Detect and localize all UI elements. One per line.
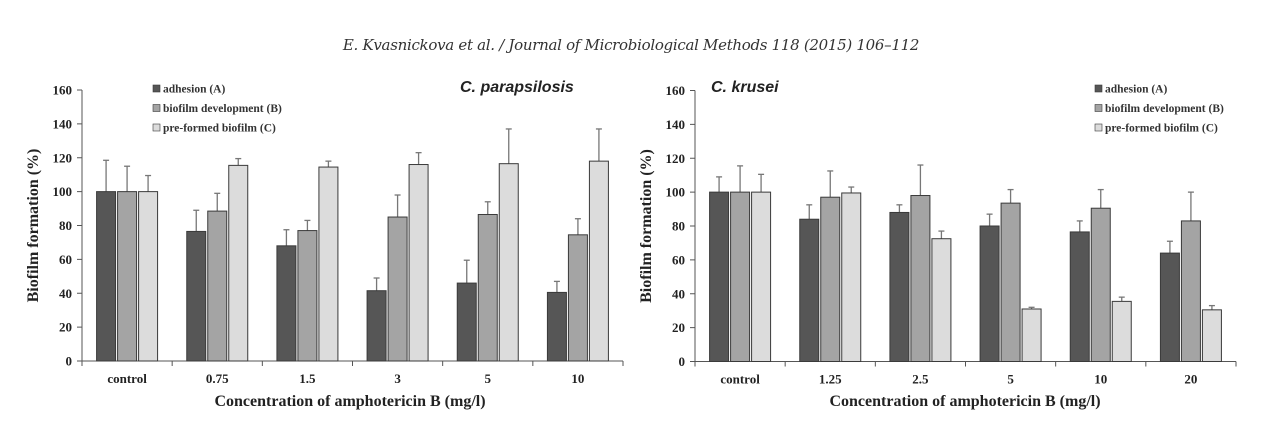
bar-C-20	[1201, 309, 1222, 363]
y-tick-label: 160	[53, 83, 73, 98]
y-tick-label: 80	[672, 219, 685, 234]
legend-swatch-A	[1094, 84, 1103, 93]
x-tick-label: control	[720, 372, 760, 387]
bar-A-10	[546, 291, 567, 362]
x-axis-title: Concentration of amphotericin B (mg/l)	[829, 393, 1100, 410]
y-tick-label: 60	[59, 252, 72, 267]
legend-swatch-B	[152, 104, 161, 112]
legend-label: adhesion (A)	[1105, 84, 1167, 96]
bar-C-10	[588, 160, 609, 362]
bar-C-10	[1111, 300, 1132, 363]
bar-B-control	[117, 191, 138, 362]
y-tick-label: 160	[666, 83, 686, 98]
y-tick-label: 40	[672, 286, 685, 301]
y-axis-title: Biofilm formation (%)	[638, 149, 655, 303]
y-tick-label: 0	[679, 354, 686, 369]
bar-C-control	[751, 191, 772, 362]
bar-B-1.5	[297, 230, 318, 362]
x-tick-label: 1.25	[819, 372, 842, 387]
y-tick-label: 140	[666, 117, 686, 132]
y-tick-label: 20	[672, 320, 685, 335]
bar-C-1.25	[841, 192, 862, 362]
chart-title: C. krusei	[711, 79, 779, 96]
bar-B-5	[1000, 202, 1021, 362]
y-tick-label: 100	[666, 185, 686, 200]
bar-B-20	[1180, 220, 1201, 362]
legend-label: pre-formed biofilm (C)	[163, 123, 276, 135]
bar-A-0.75	[186, 230, 207, 362]
y-tick-label: 140	[53, 116, 73, 131]
legend-swatch-C	[152, 123, 161, 132]
x-tick-label: 10	[1094, 372, 1107, 387]
y-tick-label: 40	[59, 286, 72, 301]
bar-C-5	[498, 163, 519, 362]
bar-A-2.5	[889, 211, 910, 362]
y-tick-label: 80	[59, 218, 72, 233]
bar-B-10	[1090, 207, 1111, 362]
legend-label: pre-formed biofilm (C)	[1105, 123, 1218, 135]
x-tick-label: 1.5	[299, 371, 316, 386]
bar-B-5	[477, 213, 498, 362]
bar-B-control	[730, 191, 751, 362]
bar-A-1.5	[276, 245, 297, 362]
x-tick-label: 0.75	[206, 371, 229, 386]
x-tick-label: 5	[1007, 372, 1014, 387]
y-tick-label: 120	[53, 150, 73, 165]
bar-C-2.5	[931, 238, 952, 362]
bar-C-5	[1021, 308, 1042, 362]
bar-A-10	[1069, 231, 1090, 362]
bar-A-control	[96, 191, 117, 362]
bar-A-5	[456, 282, 477, 362]
bar-A-5	[979, 225, 1000, 362]
y-tick-label: 120	[666, 151, 686, 166]
y-tick-label: 100	[53, 184, 73, 199]
chart-title: C. parapsilosis	[460, 79, 574, 96]
legend-swatch-C	[1094, 123, 1103, 132]
x-tick-label: 5	[485, 371, 492, 386]
legend: adhesion (A) biofilm development (B) pre-f…	[152, 84, 282, 135]
x-tick-label: 3	[394, 371, 401, 386]
y-axis-title: Biofilm formation (%)	[25, 149, 42, 303]
bar-A-1.25	[799, 218, 820, 362]
chart-2: 0 20 40 60 80 100 120 140 160 control 1.25 2.5 5 10 20…	[638, 79, 1237, 410]
legend-swatch-A	[152, 84, 161, 93]
bar-B-10	[567, 234, 588, 362]
y-tick-label: 60	[672, 252, 685, 267]
x-axis-title: Concentration of amphotericin B (mg/l)	[214, 393, 485, 410]
bar-A-3	[366, 290, 387, 362]
x-tick-label: 20	[1184, 372, 1197, 387]
bar-B-1.25	[820, 196, 841, 362]
x-tick-label: 10	[571, 371, 584, 386]
legend-label: biofilm development (B)	[1105, 103, 1224, 115]
y-tick-label: 0	[66, 354, 73, 369]
bar-B-0.75	[207, 210, 228, 362]
bar-C-0.75	[228, 164, 249, 362]
chart-1: 0 20 40 60 80 100 120 140 160 control 0.75 1.5 3 5 10 C…	[25, 79, 624, 410]
y-tick-label: 20	[59, 320, 72, 335]
x-tick-label: 2.5	[912, 372, 929, 387]
bar-C-control	[138, 191, 159, 362]
bar-B-3	[387, 216, 408, 362]
legend-swatch-B	[1094, 104, 1103, 112]
bar-A-20	[1159, 252, 1180, 363]
legend-label: adhesion (A)	[163, 84, 225, 96]
legend: adhesion (A) biofilm development (B) pre-f…	[1094, 84, 1224, 135]
bar-C-3	[408, 164, 429, 362]
bar-B-2.5	[910, 195, 931, 362]
bar-A-control	[709, 191, 730, 362]
legend-label: biofilm development (B)	[163, 103, 282, 115]
journal-header: E. Kvasnickova et al. / Journal of Micro…	[342, 36, 920, 54]
x-tick-label: control	[107, 371, 147, 386]
bar-C-1.5	[318, 166, 339, 362]
